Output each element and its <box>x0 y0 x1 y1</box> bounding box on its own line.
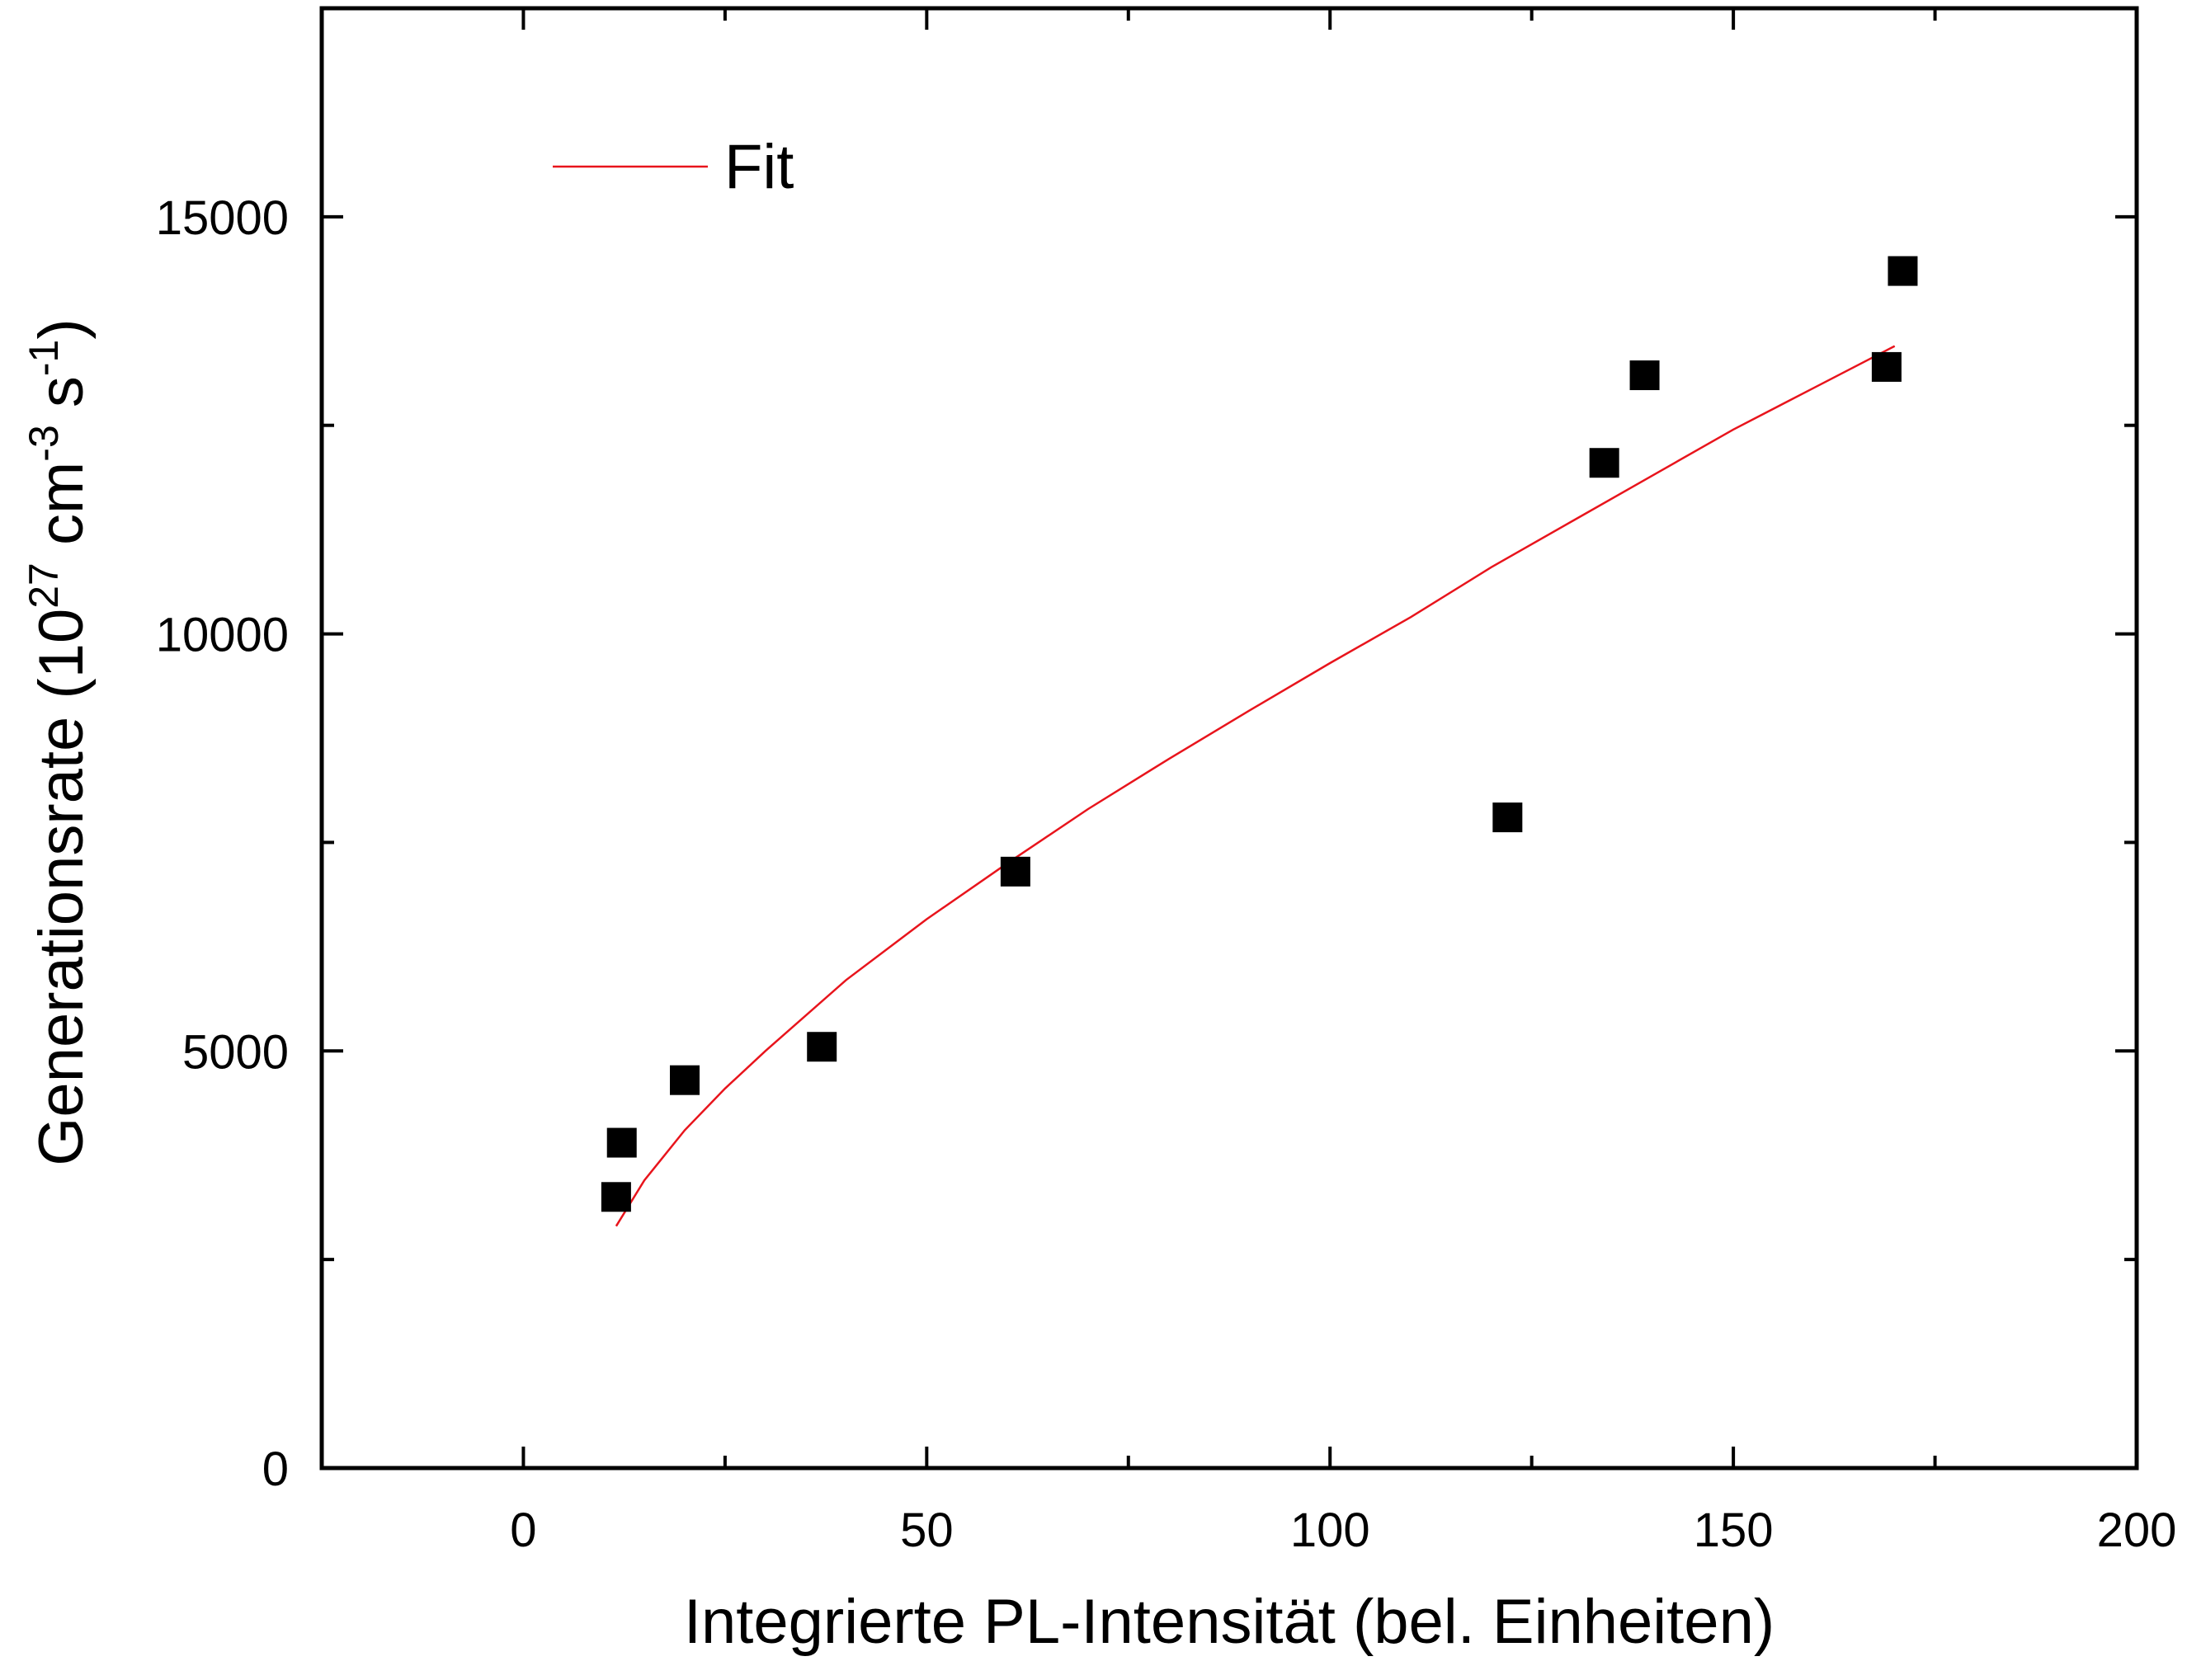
data-point <box>1000 856 1030 887</box>
data-points <box>601 256 1918 1212</box>
y-tick-label: 10000 <box>156 609 289 662</box>
data-point <box>1589 448 1619 478</box>
y-tick-label: 15000 <box>156 191 289 245</box>
x-axis-title: Integrierte PL-Intensität (bel. Einheite… <box>684 1587 1775 1657</box>
legend-fit-label: Fit <box>724 132 794 202</box>
x-tick-label: 0 <box>510 1504 536 1557</box>
y-title-exp3: -1 <box>21 340 67 376</box>
legend: Fit <box>553 132 794 202</box>
data-point <box>606 1127 637 1158</box>
y-title-exp2: -3 <box>21 425 67 461</box>
axis-ticks <box>320 8 2138 1470</box>
y-title-exp1: 27 <box>21 562 67 609</box>
data-point <box>670 1065 700 1095</box>
data-point <box>1492 802 1523 833</box>
x-tick-label: 200 <box>2097 1504 2177 1557</box>
y-tick-label: 0 <box>262 1442 289 1496</box>
fit-line <box>615 345 1896 1227</box>
data-point <box>1629 360 1660 391</box>
y-axis-title: Generationsrate (1027 cm-3 s-1) <box>21 318 97 1165</box>
x-tick-label: 100 <box>1290 1504 1370 1557</box>
y-title-suffix: ) <box>26 318 97 339</box>
y-title-mid1: cm <box>26 462 97 562</box>
data-point <box>807 1032 837 1062</box>
data-point <box>1888 256 1918 286</box>
y-title-mid2: s <box>26 376 97 425</box>
y-tick-label: 5000 <box>182 1025 289 1079</box>
data-point <box>601 1182 631 1212</box>
axis-tick-labels: 0 50 100 150 200 0 5000 10000 15000 <box>156 191 2177 1557</box>
x-tick-label: 150 <box>1694 1504 1774 1557</box>
data-point <box>1871 351 1902 382</box>
y-title-prefix: Generationsrate (10 <box>26 609 97 1166</box>
x-tick-label: 50 <box>900 1504 954 1557</box>
plot-frame <box>319 6 2139 1471</box>
